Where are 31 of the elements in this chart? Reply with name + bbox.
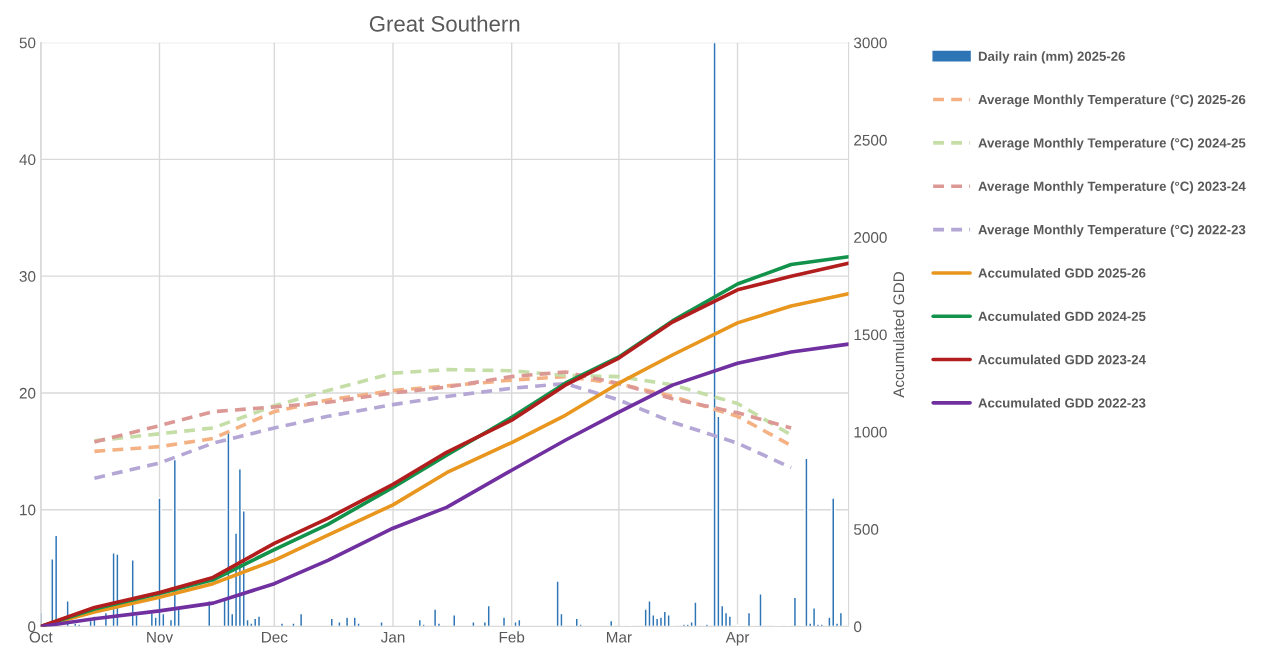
y-tick-label: 50 <box>19 37 36 49</box>
y-tick-label: 40 <box>19 154 36 166</box>
legend-label: Accumulated GDD 2025-26 <box>978 268 1146 278</box>
y2-axis-title: Accumulated GDD <box>892 272 905 398</box>
legend-label: Average Monthly Temperature (°C) 2025-26 <box>978 94 1246 107</box>
x-tick-label: Jan <box>380 631 405 643</box>
legend-label: Accumulated GDD 2024-25 <box>978 311 1146 321</box>
y2-tick-label: 0 <box>854 621 862 633</box>
x-tick-label: Dec <box>262 631 288 643</box>
y2-tick-label: 3000 <box>853 37 887 49</box>
x-tick-label: Oct <box>29 631 53 643</box>
x-tick-label: Mar <box>606 631 632 643</box>
legend-label: Accumulated GDD 2023-24 <box>978 354 1146 365</box>
y2-tick-label: 1000 <box>854 426 887 438</box>
y2-tick-label: 500 <box>854 524 879 535</box>
legend-label: Accumulated GDD 2022-23 <box>978 397 1146 408</box>
legend-label: Average Monthly Temperature (°C) 2022-23 <box>978 224 1246 237</box>
x-tick-label: Apr <box>725 631 750 646</box>
y2-tick-label: 2500 <box>854 134 887 146</box>
y-tick-label: 0 <box>28 621 36 633</box>
y2-tick-label: 1500 <box>854 329 887 341</box>
legend-label: Daily rain (mm) 2025-26 <box>978 51 1125 64</box>
y-tick-label: 10 <box>20 504 36 516</box>
legend-label: Average Monthly Temperature (°C) 2023-24 <box>978 181 1246 194</box>
chart-title: Great Southern <box>369 15 520 32</box>
x-tick-label: Feb <box>499 631 525 643</box>
x-tick-label: Nov <box>147 631 174 643</box>
y-tick-label: 30 <box>19 271 36 282</box>
legend-label: Average Monthly Temperature (°C) 2024-25 <box>978 137 1246 151</box>
y2-tick-label: 2000 <box>854 232 887 243</box>
y-tick-label: 20 <box>19 387 36 399</box>
